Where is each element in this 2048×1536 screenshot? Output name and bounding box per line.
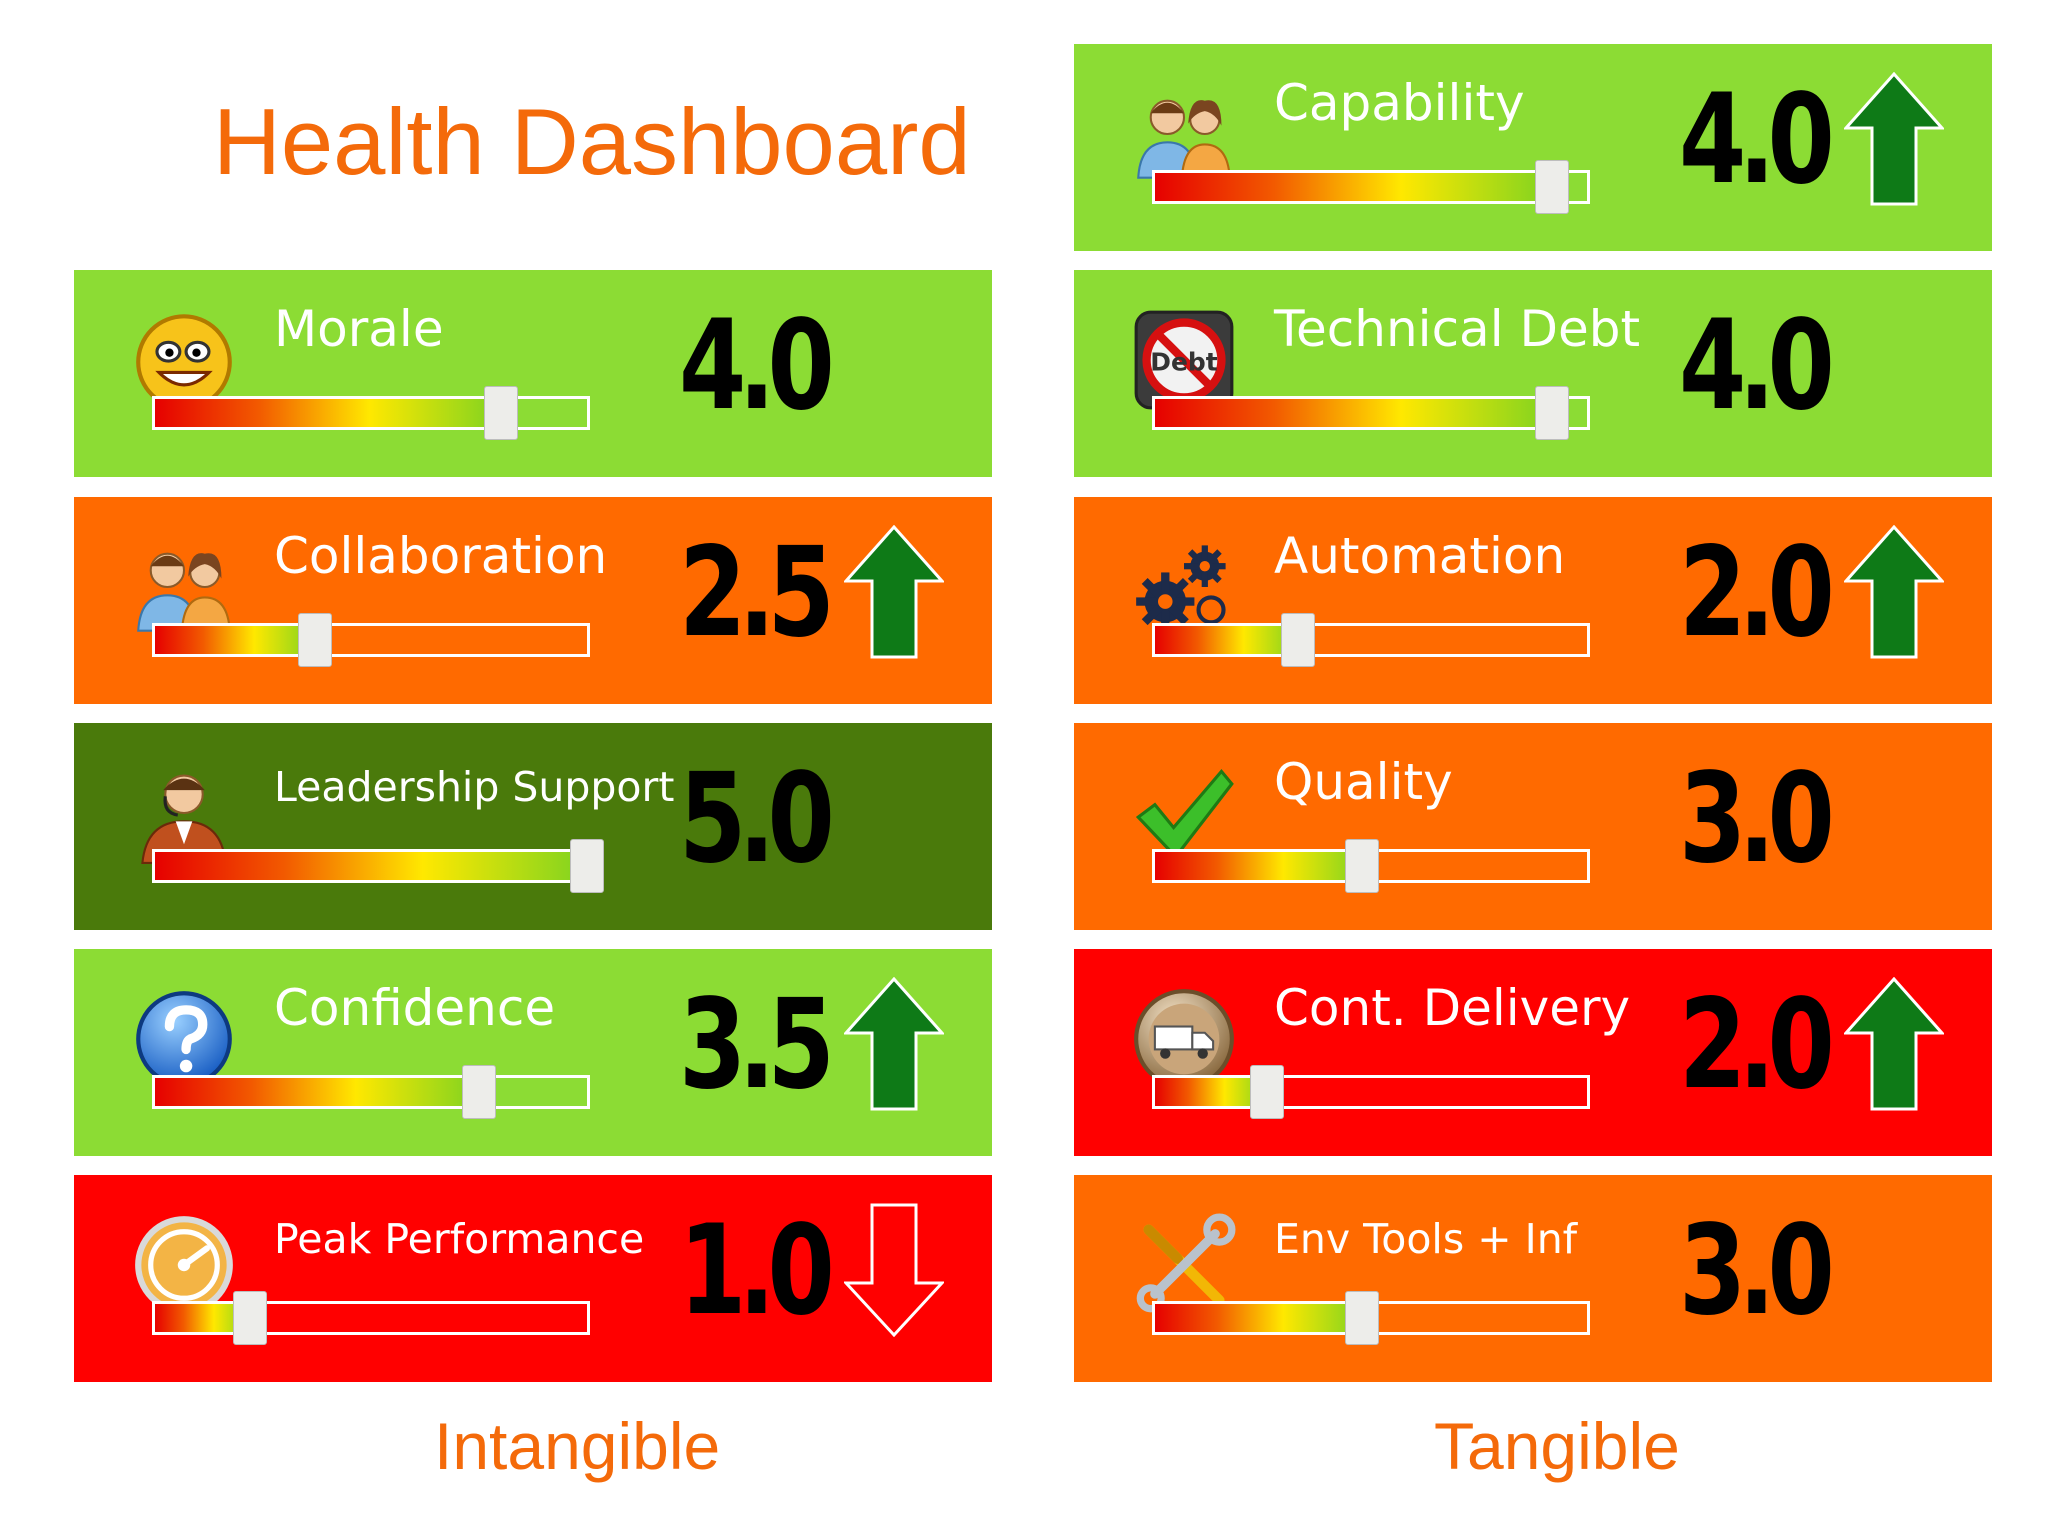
- score-value: 4.0: [1679, 68, 1835, 212]
- truck-icon: [1132, 987, 1236, 1091]
- card-env-tools-inf: Env Tools + Inf 3.0: [1074, 1175, 1992, 1382]
- score-value: 1.0: [679, 1199, 835, 1343]
- slider-fill: [1155, 1304, 1363, 1332]
- score-slider[interactable]: [1152, 613, 1590, 667]
- score-slider[interactable]: [152, 613, 590, 667]
- score-slider[interactable]: [1152, 1291, 1590, 1345]
- slider-knob[interactable]: [1250, 1065, 1285, 1119]
- slider-knob[interactable]: [1535, 386, 1570, 440]
- trend-down-arrow-icon: [844, 1203, 944, 1337]
- trend-up-arrow-icon: [1844, 72, 1944, 206]
- card-quality: Quality 3.0: [1074, 723, 1992, 930]
- metric-label: Env Tools + Inf: [1274, 1215, 1578, 1263]
- card-morale: Morale 4.0: [74, 270, 992, 477]
- card-peak-performance: Peak Performance 1.0: [74, 1175, 992, 1382]
- slider-fill: [155, 399, 501, 427]
- slider-track: [1152, 1075, 1590, 1109]
- score-slider[interactable]: [1152, 1065, 1590, 1119]
- slider-knob[interactable]: [1345, 1291, 1380, 1345]
- score-value: 2.0: [1679, 521, 1835, 665]
- trend-up-arrow-icon: [844, 525, 944, 659]
- score-value: 2.5: [679, 521, 835, 665]
- slider-fill: [1155, 852, 1363, 880]
- slider-knob[interactable]: [297, 613, 332, 667]
- metric-label: Confidence: [274, 979, 556, 1037]
- slider-fill: [155, 1078, 479, 1106]
- svg-text:Debt: Debt: [1150, 347, 1217, 376]
- score-value: 3.5: [679, 973, 835, 1117]
- score-value: 4.0: [1679, 294, 1835, 438]
- metric-label: Leadership Support: [274, 763, 675, 811]
- no-debt-icon: Debt: [1132, 308, 1236, 412]
- card-capability: Capability 4.0: [1074, 44, 1992, 251]
- tools-icon: [1132, 1213, 1236, 1317]
- tangible-label: Tangible: [1434, 1409, 1680, 1483]
- card-technical-debt: Debt Technical Debt 4.0: [1074, 270, 1992, 477]
- gears-icon: [1132, 535, 1236, 639]
- slider-knob[interactable]: [462, 1065, 496, 1119]
- slider-fill: [155, 852, 587, 880]
- slider-track: [152, 623, 590, 657]
- people-icon: [132, 535, 236, 639]
- slider-fill: [1155, 1078, 1268, 1106]
- card-confidence: Confidence 3.5: [74, 949, 992, 1156]
- question-icon: [132, 987, 236, 1091]
- score-slider[interactable]: [152, 1291, 590, 1345]
- slider-track: [152, 396, 590, 430]
- metric-label: Collaboration: [274, 527, 608, 585]
- page-title: Health Dashboard: [213, 89, 971, 194]
- smiley-icon: [132, 308, 236, 412]
- slider-knob[interactable]: [483, 386, 518, 440]
- trend-up-arrow-icon: [844, 977, 944, 1111]
- metric-label: Capability: [1274, 74, 1525, 132]
- score-slider[interactable]: [1152, 839, 1590, 893]
- metric-label: Quality: [1274, 753, 1453, 811]
- metric-label: Morale: [274, 300, 444, 358]
- trend-up-arrow-icon: [1844, 977, 1944, 1111]
- score-value: 3.0: [1679, 1199, 1835, 1343]
- card-automation: Automation 2.0: [1074, 497, 1992, 704]
- people-icon: [1132, 82, 1236, 186]
- card-leadership-support: Leadership Support 5.0: [74, 723, 992, 930]
- slider-fill: [1155, 626, 1298, 654]
- score-value: 4.0: [679, 294, 835, 438]
- score-slider[interactable]: [1152, 160, 1590, 214]
- slider-knob[interactable]: [233, 1291, 268, 1345]
- score-value: 2.0: [1679, 973, 1835, 1117]
- metric-label: Technical Debt: [1274, 300, 1641, 358]
- slider-knob[interactable]: [570, 839, 604, 893]
- slider-track: [152, 1301, 590, 1335]
- slider-knob[interactable]: [1535, 160, 1570, 214]
- score-value: 3.0: [1679, 747, 1835, 891]
- score-slider[interactable]: [152, 386, 590, 440]
- metric-label: Peak Performance: [274, 1215, 645, 1263]
- slider-track: [1152, 170, 1590, 204]
- score-slider[interactable]: [1152, 386, 1590, 440]
- card-cont-delivery: Cont. Delivery 2.0: [1074, 949, 1992, 1156]
- score-slider[interactable]: [152, 839, 604, 893]
- score-slider[interactable]: [152, 1065, 590, 1119]
- slider-track: [152, 1075, 590, 1109]
- metric-label: Automation: [1274, 527, 1566, 585]
- metric-label: Cont. Delivery: [1274, 979, 1631, 1037]
- slider-knob[interactable]: [1280, 613, 1315, 667]
- slider-fill: [1155, 173, 1553, 201]
- score-value: 5.0: [679, 747, 835, 891]
- intangible-label: Intangible: [434, 1409, 721, 1483]
- slider-knob[interactable]: [1345, 839, 1380, 893]
- slider-track: [1152, 623, 1590, 657]
- trend-up-arrow-icon: [1844, 525, 1944, 659]
- slider-fill: [1155, 399, 1553, 427]
- slider-fill: [155, 626, 315, 654]
- card-collaboration: Collaboration 2.5: [74, 497, 992, 704]
- slider-track: [1152, 396, 1590, 430]
